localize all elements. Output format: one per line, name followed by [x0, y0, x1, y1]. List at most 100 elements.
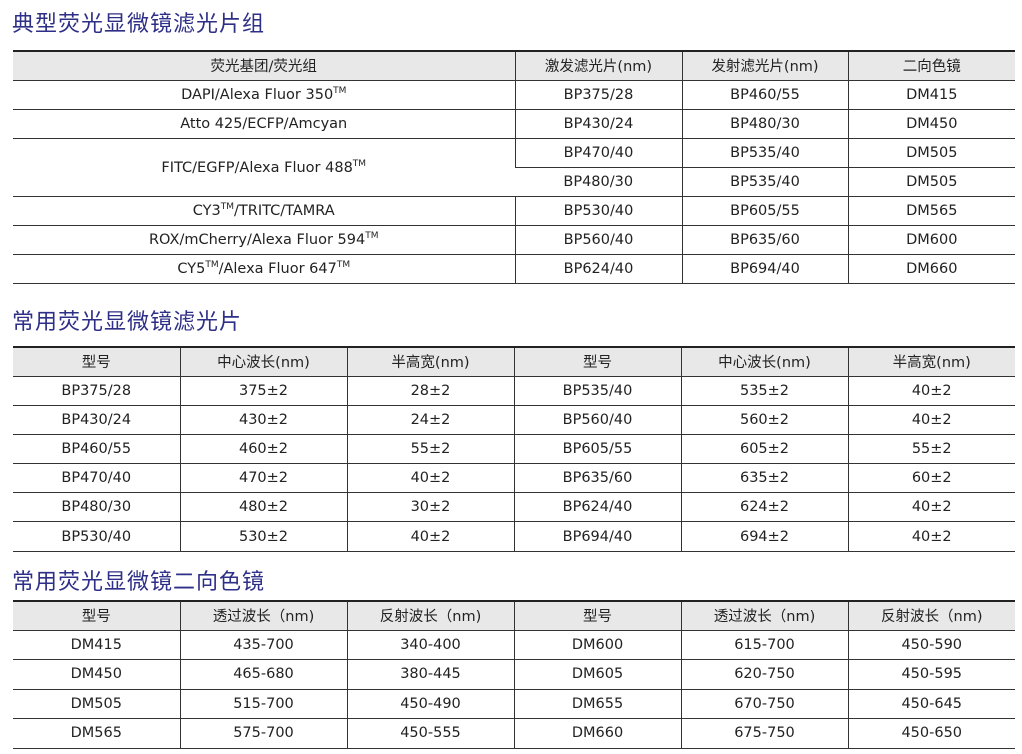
fluorophore-cell: CY3TM/TRITC/TAMRA [13, 196, 515, 226]
table-cell: 624±2 [680, 492, 848, 523]
table-cell: BP624/40 [513, 492, 681, 523]
table-header-row: 型号 透过波长（nm) 反射波长（nm) 型号 透过波长（nm) 反射波长（nm) [13, 600, 1015, 631]
table-cell: DM505 [13, 689, 180, 719]
dichroic-cell: DM565 [847, 196, 1015, 226]
table-cell: 615-700 [680, 630, 848, 660]
column-header: 型号 [513, 346, 681, 377]
table-cell: BP694/40 [513, 521, 681, 552]
table-cell: 28±2 [346, 376, 514, 406]
trademark-mark: TM [333, 86, 347, 97]
column-header: 型号 [513, 600, 681, 631]
dichroics-table: 型号 透过波长（nm) 反射波长（nm) 型号 透过波长（nm) 反射波长（nm) DM4… [13, 600, 1015, 749]
table-cell: BP460/55 [13, 434, 180, 465]
fluorophore-name: /TRITC/TAMRA [234, 202, 335, 219]
table-cell: DM450 [13, 659, 180, 690]
table-row: BP480/30 BP535/40 DM505 [13, 167, 1015, 197]
table-cell: 40±2 [346, 521, 514, 552]
table-cell: 40±2 [847, 492, 1015, 523]
dichroic-cell: DM600 [847, 225, 1015, 255]
table-cell: 450-555 [346, 718, 514, 749]
table-row: BP375/28 375±2 28±2 BP535/40 535±2 40±2 [13, 376, 1015, 406]
fluorophore-name: FITC/EGFP/Alexa Fluor 488 [161, 159, 353, 176]
column-header: 透过波长（nm) [179, 600, 347, 631]
table-cell: 40±2 [346, 463, 514, 494]
table-cell: BP535/40 [513, 376, 681, 406]
table-cell: DM415 [13, 630, 180, 660]
fluorophore-cell: Atto 425/ECFP/Amcyan [13, 109, 515, 139]
table-cell: 460±2 [179, 434, 347, 465]
table-cell: 60±2 [847, 463, 1015, 494]
table-cell: BP375/28 [13, 376, 180, 406]
column-header: 中心波长(nm) [179, 346, 347, 377]
table-cell: BP470/40 [13, 463, 180, 494]
table-cell: 55±2 [346, 434, 514, 465]
table-cell: 40±2 [847, 521, 1015, 552]
table-cell: 535±2 [680, 376, 848, 406]
table-cell: 694±2 [680, 521, 848, 552]
table-cell: 450-590 [847, 630, 1015, 660]
excitation-filter-cell: BP480/30 [515, 167, 682, 197]
column-header: 型号 [13, 346, 180, 377]
trademark-mark: TM [220, 202, 235, 213]
dichroic-cell: DM505 [847, 138, 1015, 168]
fluorophore-name: Atto 425/ECFP/Amcyan [180, 115, 348, 132]
emission-filter-cell: BP635/60 [681, 225, 848, 255]
table-cell: 450-650 [847, 718, 1015, 749]
table-header-row: 型号 中心波长(nm) 半高宽(nm) 型号 中心波长(nm) 半高宽(nm) [13, 346, 1015, 377]
table-header-row: 荧光基团/荧光组 激发滤光片(nm) 发射滤光片(nm) 二向色镜 [13, 50, 1015, 81]
column-header: 中心波长(nm) [680, 346, 848, 377]
table-cell: 530±2 [179, 521, 347, 552]
fluorophore-cell: CY5TM/Alexa Fluor 647TM [13, 254, 515, 284]
emission-filter-cell: BP460/55 [681, 80, 848, 110]
table-cell: 465-680 [179, 659, 347, 690]
table-cell: BP605/55 [513, 434, 681, 465]
table-cell: 55±2 [847, 434, 1015, 465]
table-row: DM505 515-700 450-490 DM655 670-750 450-645 [13, 689, 1015, 719]
table-row: DM450 465-680 380-445 DM605 620-750 450-595 [13, 659, 1015, 690]
column-header: 型号 [13, 600, 180, 631]
table-cell: 470±2 [179, 463, 347, 494]
table-cell: DM600 [513, 630, 681, 660]
fluorophore-cell: ROX/mCherry/Alexa Fluor 594TM [13, 225, 515, 255]
emission-filter-cell: BP535/40 [681, 138, 848, 168]
table-cell: DM655 [513, 689, 681, 719]
table-row: BP480/30 480±2 30±2 BP624/40 624±2 40±2 [13, 492, 1015, 523]
trademark-mark: TM [205, 260, 219, 271]
table-cell: 575-700 [179, 718, 347, 749]
excitation-filter-cell: BP560/40 [514, 225, 682, 255]
column-header: 半高宽(nm) [346, 346, 514, 377]
filters-table: 型号 中心波长(nm) 半高宽(nm) 型号 中心波长(nm) 半高宽(nm) BP375… [13, 346, 1015, 552]
table-cell: 675-750 [680, 718, 848, 749]
fluorophore-cell: FITC/EGFP/Alexa Fluor 488TM [13, 138, 515, 197]
table-cell: DM605 [513, 659, 681, 690]
table-cell: DM565 [13, 718, 180, 749]
table-cell: 435-700 [179, 630, 347, 660]
dichroics-title: 常用荧光显微镜二向色镜 [12, 570, 266, 595]
emission-filter-cell: BP605/55 [681, 196, 848, 226]
column-header: 荧光基团/荧光组 [13, 50, 515, 81]
table-cell: BP530/40 [13, 521, 180, 552]
table-cell: 30±2 [346, 492, 514, 523]
column-header: 反射波长（nm) [346, 600, 514, 631]
table-row: ROX/mCherry/Alexa Fluor 594TM BP560/40 BP6… [13, 225, 1015, 255]
table-cell: 340-400 [346, 630, 514, 660]
table-cell: 450-645 [847, 689, 1015, 719]
fluorophore-name: /Alexa Fluor 647 [218, 260, 337, 277]
table-cell: 40±2 [847, 405, 1015, 435]
column-header: 激发滤光片(nm) [514, 50, 682, 81]
table-row: BP430/24 430±2 24±2 BP560/40 560±2 40±2 [13, 405, 1015, 435]
table-cell: 40±2 [847, 376, 1015, 406]
table-row: DAPI/Alexa Fluor 350TM BP375/28 BP460/55 DM… [13, 80, 1015, 110]
table-cell: BP430/24 [13, 405, 180, 435]
column-header: 二向色镜 [847, 50, 1015, 81]
table-row: CY5TM/Alexa Fluor 647TM BP624/40 BP694/40 D… [13, 254, 1015, 284]
emission-filter-cell: BP535/40 [681, 167, 848, 197]
trademark-mark: TM [352, 158, 367, 169]
trademark-mark: TM [365, 231, 379, 242]
table-row: BP460/55 460±2 55±2 BP605/55 605±2 55±2 [13, 434, 1015, 465]
dichroic-cell: DM415 [847, 80, 1015, 110]
column-header: 反射波长（nm) [847, 600, 1015, 631]
fluorophore-name: CY5 [177, 260, 206, 277]
table-cell: BP635/60 [513, 463, 681, 494]
excitation-filter-cell: BP375/28 [514, 80, 682, 110]
